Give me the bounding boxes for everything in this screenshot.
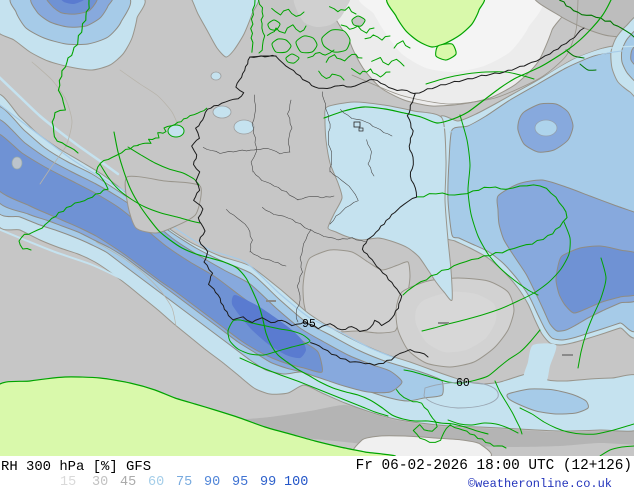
svg-text:75: 75 <box>176 475 192 490</box>
svg-text:100: 100 <box>284 475 308 490</box>
svg-text:45: 45 <box>120 475 136 490</box>
svg-text:99: 99 <box>260 475 276 490</box>
svg-text:©weatheronline.co.uk: ©weatheronline.co.uk <box>468 477 612 490</box>
svg-text:90: 90 <box>204 475 220 490</box>
svg-text:95: 95 <box>232 475 248 490</box>
svg-text:RH 300 hPa [%] GFS: RH 300 hPa [%] GFS <box>1 459 151 475</box>
svg-text:60: 60 <box>148 475 164 490</box>
svg-text:95: 95 <box>302 318 316 331</box>
svg-text:Fr 06-02-2026 18:00 UTC (12+12: Fr 06-02-2026 18:00 UTC (12+126) <box>356 458 632 474</box>
svg-text:60: 60 <box>456 377 470 390</box>
svg-text:30: 30 <box>92 475 108 490</box>
svg-text:15: 15 <box>60 475 76 490</box>
